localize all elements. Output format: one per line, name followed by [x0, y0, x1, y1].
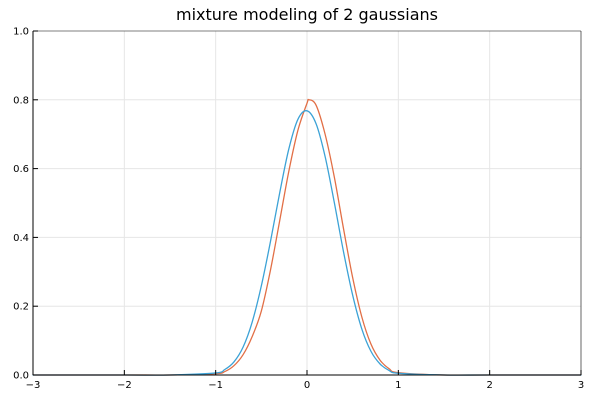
y-tick-label: 0.4 [13, 233, 29, 244]
grid [33, 31, 581, 375]
x-tick-label: −2 [117, 380, 132, 391]
series-layer [32, 98, 582, 376]
y-tick-label: 0.8 [13, 95, 29, 106]
series-line-2 [32, 110, 582, 376]
chart-title: mixture modeling of 2 gaussians [176, 5, 438, 24]
series-line-1 [32, 98, 582, 376]
tick-labels: −3 −2 −1 0 1 2 3 0.0 0.2 0.4 0.6 0.8 1.0 [13, 27, 584, 392]
x-tick-label: −1 [208, 380, 223, 391]
x-tick-label: −3 [26, 380, 41, 391]
x-tick-label: 1 [395, 380, 401, 391]
y-tick-label: 0.2 [13, 302, 29, 313]
x-tick-label: 0 [304, 380, 310, 391]
y-tick-label: 1.0 [13, 27, 29, 38]
y-tick-label: 0.6 [13, 164, 29, 175]
x-tick-label: 3 [578, 380, 584, 391]
y-tick-label: 0.0 [13, 371, 29, 382]
x-tick-label: 2 [486, 380, 492, 391]
